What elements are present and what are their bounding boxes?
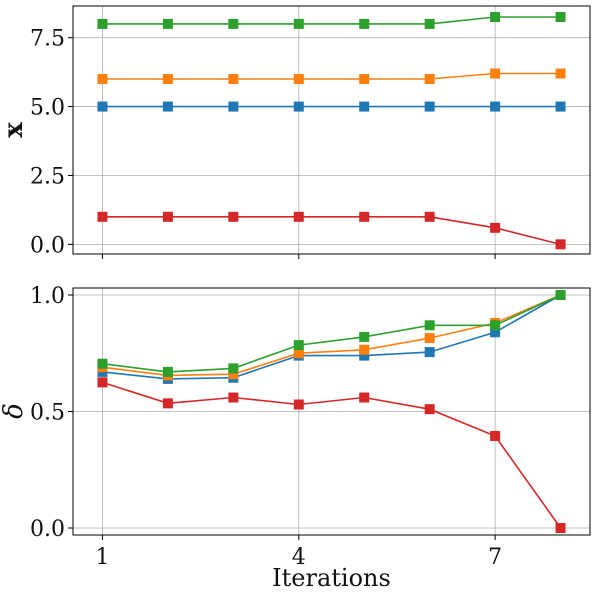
data-point <box>293 101 304 112</box>
y-tick-label: 0.5 <box>30 401 65 426</box>
data-point <box>228 74 239 85</box>
y-tick-label: 2.5 <box>30 164 65 189</box>
data-point <box>293 74 304 85</box>
x-tick-label: 7 <box>488 545 502 570</box>
data-point <box>424 211 435 222</box>
data-point <box>293 211 304 222</box>
y-tick-label: 1.0 <box>30 284 65 309</box>
data-point <box>424 333 435 344</box>
data-point <box>359 74 370 85</box>
data-point <box>228 18 239 29</box>
data-point <box>97 377 108 388</box>
data-point <box>359 344 370 355</box>
data-point <box>293 340 304 351</box>
y-axis-label: x <box>0 122 29 138</box>
data-point <box>228 101 239 112</box>
data-point <box>97 101 108 112</box>
data-point <box>490 320 501 331</box>
data-point <box>359 350 370 361</box>
data-point <box>162 101 173 112</box>
data-point <box>555 523 566 534</box>
data-point <box>424 101 435 112</box>
data-point <box>162 211 173 222</box>
data-point <box>97 358 108 369</box>
data-point <box>228 211 239 222</box>
data-point <box>228 392 239 403</box>
data-point <box>359 101 370 112</box>
data-point <box>555 12 566 23</box>
x-axis-label: Iterations <box>272 564 391 592</box>
top-panel-x: 0.0 2.5 5.0 7.5 x <box>0 5 591 259</box>
data-point <box>162 366 173 377</box>
data-point <box>293 18 304 29</box>
y-axis-label: δ <box>0 403 29 419</box>
data-point <box>490 12 501 23</box>
data-point <box>424 347 435 358</box>
data-point <box>555 101 566 112</box>
series-line-0 <box>102 294 561 380</box>
data-point <box>490 327 501 338</box>
y-tick-label: 7.5 <box>30 27 65 52</box>
data-point <box>424 404 435 415</box>
data-point <box>555 68 566 79</box>
y-tick-label: 0.0 <box>30 517 65 542</box>
y-tick-label: 5.0 <box>30 96 65 121</box>
data-point <box>97 18 108 29</box>
data-point <box>490 68 501 79</box>
data-point <box>162 18 173 29</box>
series-line-3 <box>102 216 561 246</box>
data-point <box>162 74 173 85</box>
data-point <box>293 399 304 410</box>
series-line-1 <box>102 72 561 80</box>
data-point <box>359 331 370 342</box>
data-point <box>555 289 566 300</box>
data-point <box>228 369 239 380</box>
data-point <box>359 211 370 222</box>
data-point <box>424 320 435 331</box>
data-point <box>490 101 501 112</box>
data-point <box>293 348 304 359</box>
bottom-panel-delta: 0.0 0.5 1.0 1 4 7 δ Iterations <box>0 284 591 592</box>
data-point <box>359 18 370 29</box>
data-point <box>490 222 501 233</box>
data-point <box>359 392 370 403</box>
x-tick-label: 1 <box>95 545 109 570</box>
data-point <box>162 398 173 409</box>
series-line-2 <box>102 294 561 373</box>
data-point <box>424 18 435 29</box>
series-line-3 <box>102 381 562 529</box>
data-point <box>97 74 108 85</box>
plot-frame <box>72 5 591 255</box>
data-point <box>228 363 239 374</box>
series-line-2 <box>102 16 561 25</box>
data-point <box>555 239 566 250</box>
data-point <box>97 211 108 222</box>
data-point <box>490 430 501 441</box>
data-point <box>424 74 435 85</box>
x-tick-label: 4 <box>292 545 306 570</box>
y-tick-label: 0.0 <box>30 233 65 258</box>
